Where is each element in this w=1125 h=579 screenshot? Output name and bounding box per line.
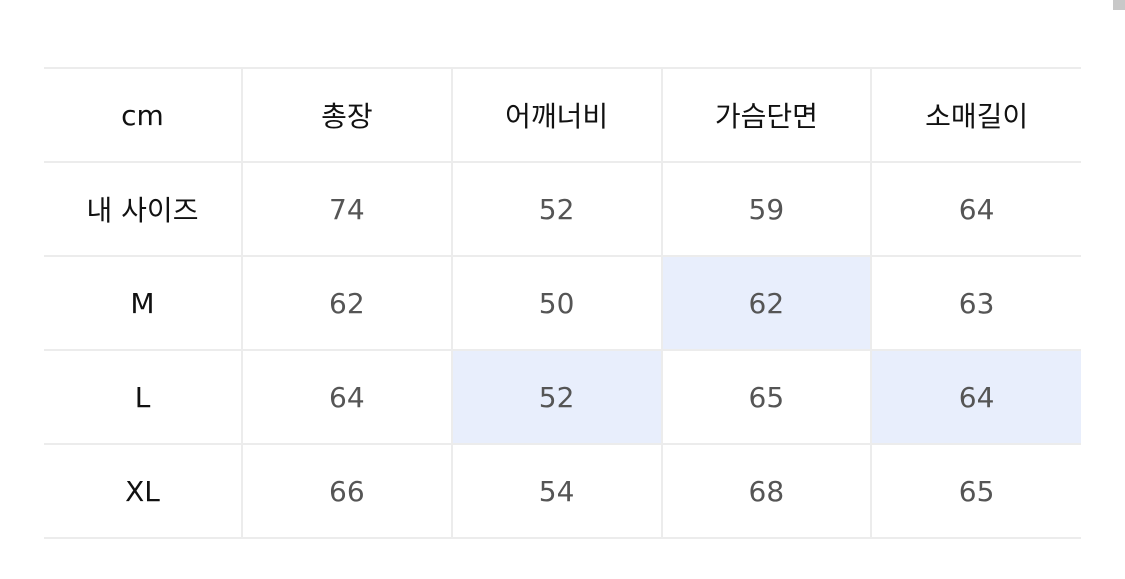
highlighted-cell: 62 — [660, 255, 873, 351]
column-header: cm — [44, 67, 243, 163]
row-label: 내 사이즈 — [44, 161, 243, 257]
table-row: 내 사이즈 74 52 59 64 — [44, 161, 1081, 257]
table-cell: 65 — [660, 349, 873, 445]
table-cell: 64 — [241, 349, 453, 445]
column-header: 총장 — [241, 67, 453, 163]
row-label: L — [44, 349, 243, 445]
header-row: cm 총장 어깨너비 가슴단면 소매길이 — [44, 67, 1081, 163]
table-cell: 68 — [660, 443, 873, 539]
row-label: M — [44, 255, 243, 351]
column-header: 가슴단면 — [660, 67, 873, 163]
table-cell: 63 — [870, 255, 1081, 351]
table-cell: 74 — [241, 161, 453, 257]
table-cell: 62 — [241, 255, 453, 351]
row-label: XL — [44, 443, 243, 539]
size-table: cm 총장 어깨너비 가슴단면 소매길이 내 사이즈 74 52 59 64 M 62 50 62 63 L 6… — [44, 67, 1081, 539]
highlighted-cell: 64 — [870, 349, 1081, 445]
table-cell: 64 — [870, 161, 1081, 257]
table-cell: 50 — [450, 255, 663, 351]
column-header: 소매길이 — [870, 67, 1081, 163]
column-header: 어깨너비 — [450, 67, 663, 163]
table-cell: 65 — [870, 443, 1081, 539]
table-row: XL 66 54 68 65 — [44, 443, 1081, 539]
highlighted-cell: 52 — [450, 349, 663, 445]
table-row: L 64 52 65 64 — [44, 349, 1081, 445]
scrollbar-thumb[interactable] — [1113, 0, 1125, 10]
table-cell: 52 — [450, 161, 663, 257]
table-cell: 66 — [241, 443, 453, 539]
table-cell: 59 — [660, 161, 873, 257]
table-row: M 62 50 62 63 — [44, 255, 1081, 351]
table-cell: 54 — [450, 443, 663, 539]
